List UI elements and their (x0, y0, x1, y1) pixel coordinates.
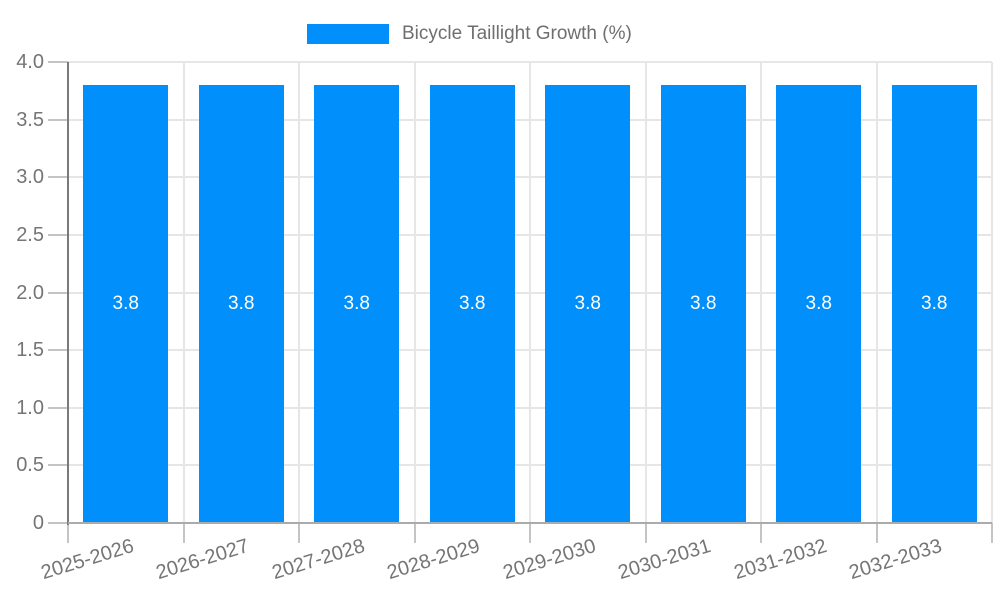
y-axis-tick (48, 233, 68, 236)
bar-value-label: 3.8 (690, 293, 717, 315)
y-axis-tick (48, 349, 68, 352)
x-axis-tick (991, 523, 993, 543)
bar-value-label: 3.8 (805, 293, 832, 315)
y-axis-tick (48, 406, 68, 409)
x-axis-tick (529, 523, 531, 543)
gridline-vertical (529, 62, 531, 523)
y-axis-tick-label: 4.0 (16, 51, 44, 73)
bar[interactable] (198, 85, 284, 523)
legend-label: Bicycle Taillight Growth (%) (402, 23, 632, 44)
bar-value-label: 3.8 (112, 293, 139, 315)
x-axis-tick (875, 523, 878, 543)
y-axis-tick-label: 3.5 (16, 108, 44, 131)
bar[interactable] (545, 85, 631, 523)
y-axis-tick-label: 0.5 (16, 454, 44, 477)
legend-swatch (307, 24, 389, 44)
bar[interactable] (660, 85, 746, 523)
x-axis-tick (644, 523, 647, 543)
x-axis-line (68, 522, 992, 524)
bar[interactable] (314, 85, 400, 523)
y-axis-tick-label: 0 (32, 512, 44, 534)
legend[interactable]: Bicycle Taillight Growth (%) (307, 23, 632, 45)
x-axis-tick (413, 523, 416, 543)
y-axis-tick (48, 522, 68, 524)
y-axis-tick (48, 118, 68, 121)
gridline-vertical (182, 62, 185, 523)
y-axis-line (67, 62, 69, 525)
gridline-vertical (760, 62, 762, 523)
bar[interactable] (429, 85, 515, 523)
bar[interactable] (776, 85, 862, 523)
x-axis-tick (182, 523, 185, 543)
y-axis-tick (48, 61, 68, 63)
gridline-vertical (991, 62, 993, 523)
bar-value-label: 3.8 (921, 293, 948, 315)
bar-value-label: 3.8 (343, 293, 370, 315)
y-axis-tick-label: 2.0 (16, 281, 44, 304)
x-axis-tick (760, 523, 762, 543)
bar[interactable] (83, 85, 169, 523)
gridline-vertical (413, 62, 416, 523)
bar-value-label: 3.8 (228, 293, 255, 315)
gridline-vertical (644, 62, 647, 523)
y-axis-tick-label: 2.5 (16, 223, 44, 246)
x-axis-tick (67, 523, 69, 543)
y-axis-tick-label: 3.0 (16, 166, 44, 189)
bar-value-label: 3.8 (574, 293, 601, 315)
y-axis-tick (48, 176, 68, 179)
gridline-vertical (875, 62, 878, 523)
x-axis-tick (298, 523, 300, 543)
bar[interactable] (891, 85, 977, 523)
y-axis-tick-label: 1.0 (16, 396, 44, 419)
y-axis-tick-label: 1.5 (16, 339, 44, 362)
bar-value-label: 3.8 (459, 293, 486, 315)
y-axis-tick (48, 291, 68, 294)
y-axis-tick (48, 464, 68, 467)
gridline-vertical (298, 62, 300, 523)
